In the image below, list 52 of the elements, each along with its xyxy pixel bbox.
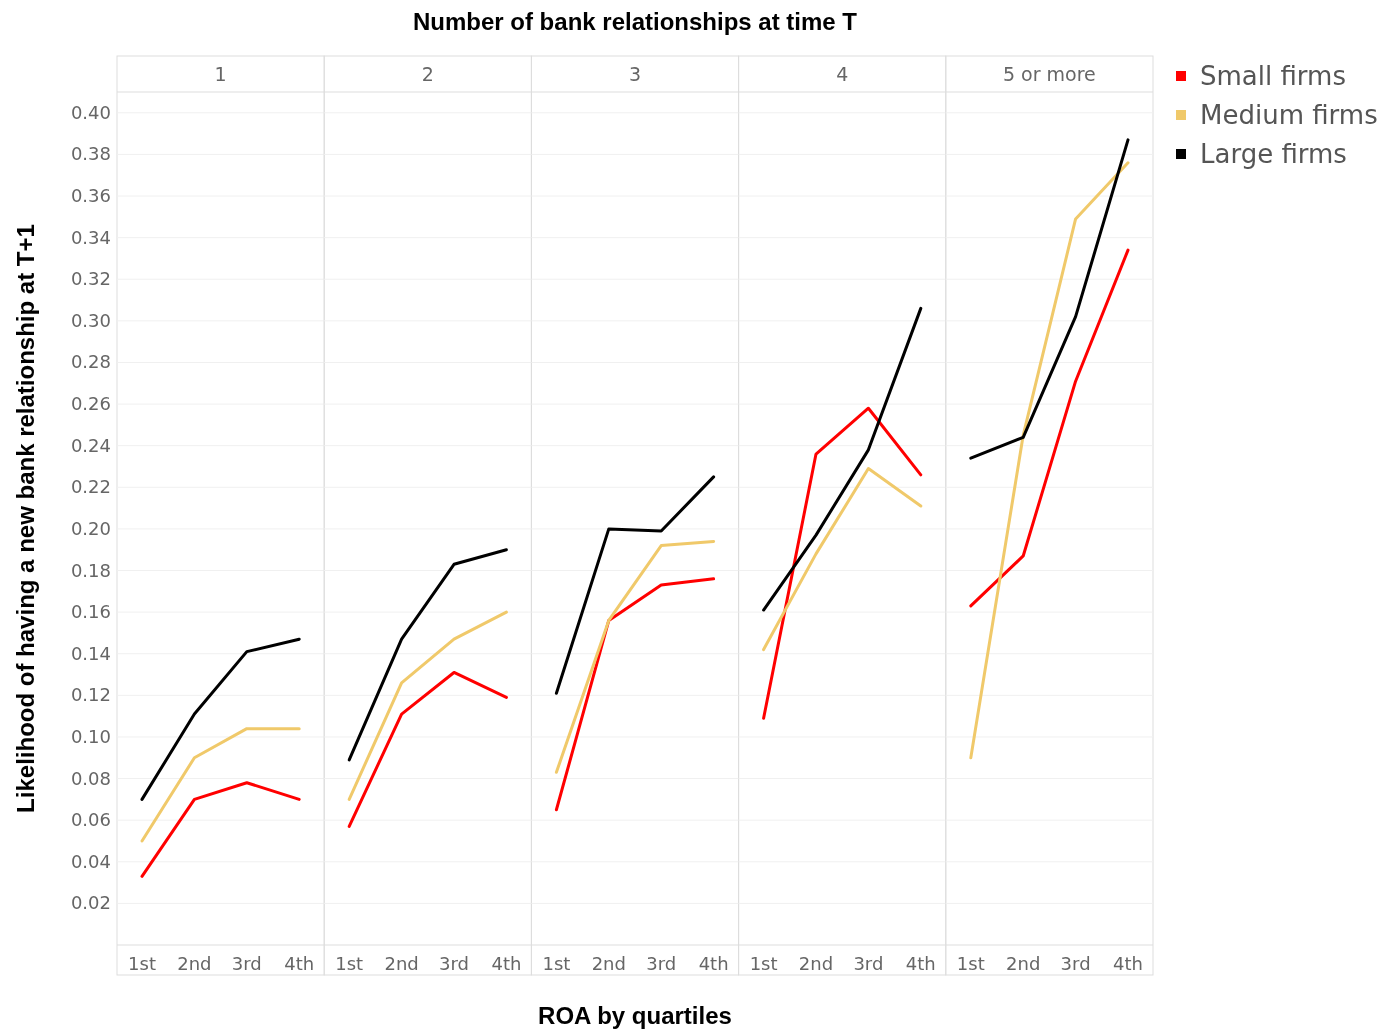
x-axis-title: ROA by quartiles [538,1002,732,1029]
y-tick-label: 0.40 [70,101,111,123]
chart-subtitle: 3 [628,63,642,85]
x-tick-label: 2nd [1006,953,1041,974]
y-tick-label: 0.20 [70,517,111,539]
y-tick-label: 0.04 [70,850,111,872]
legend-label: Small firms [1200,61,1346,91]
y-tick-label: 0.38 [70,143,111,165]
y-tick-label: 0.28 [70,351,111,373]
x-tick-label: 4th [1113,953,1143,974]
chart-subtitle: 5 or more [1002,63,1096,85]
x-tick-label: 4th [491,953,522,974]
x-tick-label: 1st [956,953,985,974]
x-tick-label: 3rd [231,953,262,974]
x-tick-label: 1st [335,953,364,974]
legend-label: Large firms [1200,139,1347,169]
y-tick-label: 0.36 [70,185,111,207]
x-tick-label: 2nd [591,953,626,974]
x-tick-label: 2nd [798,953,834,974]
x-tick-label: 2nd [384,953,419,974]
x-tick-label: 1st [128,953,156,974]
x-tick-label: 4th [284,953,315,974]
chart-title: Number of bank relationships at time T [412,8,858,35]
line-series [140,637,301,801]
y-axis-title: Likelihood of having a new bank relationship at T+1 [12,224,39,813]
y-tick-label: 0.12 [70,684,111,706]
y-tick-label: 0.14 [70,642,111,664]
y-tick-label: 0.34 [70,226,111,248]
chart-subtitle: 1 [214,63,227,85]
chart-subtitle: 2 [421,63,434,85]
x-tick-label: 3rd [1060,953,1091,974]
y-tick-label: 0.06 [70,809,111,831]
chart-subtitle: 4 [836,63,849,85]
legend-label: Medium firms [1200,100,1378,130]
x-tick-label: 2nd [177,953,212,974]
y-tick-label: 0.30 [70,309,111,331]
y-tick-label: 0.22 [70,476,111,498]
x-tick-label: 3rd [853,953,884,974]
x-tick-label: 4th [905,953,936,974]
x-tick-label: 3rd [646,953,677,974]
y-tick-label: 0.24 [70,434,111,456]
y-tick-label: 0.10 [70,725,111,747]
y-tick-label: 0.18 [70,559,111,581]
x-tick-label: 1st [542,953,571,974]
y-tick-label: 0.16 [70,601,111,623]
y-tick-label: 0.32 [70,268,111,290]
x-tick-label: 3rd [439,953,469,974]
y-tick-label: 0.02 [70,892,111,914]
y-tick-label: 0.08 [70,767,111,789]
x-tick-label: 1st [749,953,778,974]
y-tick-label: 0.26 [70,393,111,415]
x-tick-label: 4th [698,953,729,974]
